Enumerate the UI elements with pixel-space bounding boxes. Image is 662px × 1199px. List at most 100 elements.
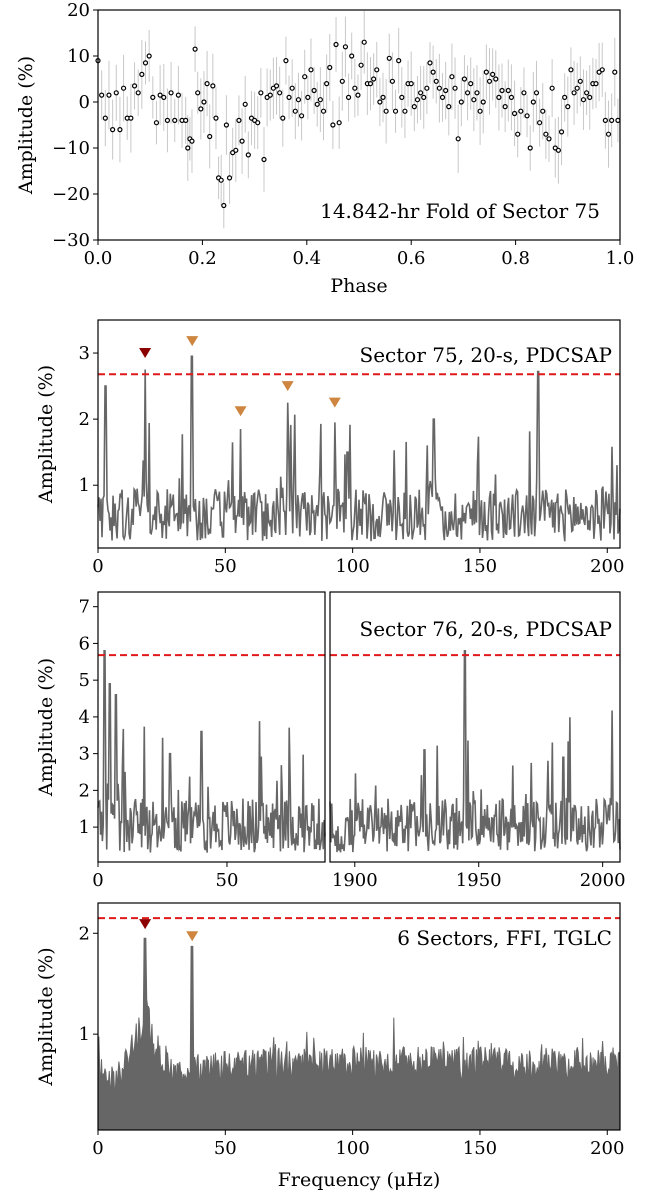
y-tick-label: 3 <box>79 343 90 364</box>
data-point <box>153 120 160 126</box>
data-point <box>439 94 446 101</box>
data-point <box>615 117 621 124</box>
peak-marker <box>281 381 294 392</box>
data-point <box>339 78 345 84</box>
data-point <box>555 147 562 153</box>
data-point <box>289 85 295 91</box>
data-point <box>204 80 210 87</box>
y-axis-label: Amplitude (%) <box>35 947 57 1086</box>
data-point <box>286 94 292 101</box>
data-point <box>446 103 452 110</box>
peak-marker <box>186 931 199 942</box>
data-point <box>218 177 224 183</box>
y-tick-label: −10 <box>52 138 90 159</box>
periodogram-area <box>97 937 621 1131</box>
data-point <box>562 94 568 101</box>
data-point <box>486 78 493 84</box>
data-point <box>505 87 511 94</box>
data-point <box>417 90 424 96</box>
data-point <box>330 122 336 128</box>
data-point <box>99 92 105 98</box>
data-point <box>183 117 189 124</box>
x-tick-label: 0 <box>92 1138 103 1159</box>
data-point <box>317 97 323 103</box>
data-point <box>408 80 414 87</box>
data-point <box>490 71 496 78</box>
x-tick-label: 50 <box>216 870 239 891</box>
data-point <box>117 127 123 133</box>
y-tick-label: 1 <box>79 817 90 838</box>
data-point <box>436 85 442 91</box>
y-axis-label: Amplitude (%) <box>35 658 57 797</box>
data-point <box>292 108 298 114</box>
data-point <box>139 71 145 78</box>
y-tick-label: 2 <box>79 780 90 801</box>
data-point <box>496 94 502 101</box>
data-point <box>577 78 583 84</box>
data-point <box>483 69 489 75</box>
panel4-frame <box>97 902 621 1131</box>
data-point <box>461 76 468 82</box>
data-point <box>515 131 521 137</box>
data-point <box>198 106 204 112</box>
data-point <box>201 99 207 105</box>
data-point <box>392 108 399 114</box>
data-point <box>233 147 239 153</box>
data-point <box>411 103 417 110</box>
x-tick-label: 200 <box>590 1138 624 1159</box>
data-point <box>280 115 286 121</box>
x-tick-label: 150 <box>463 556 497 577</box>
data-point <box>414 97 421 103</box>
data-point <box>295 97 302 103</box>
panel1-frame <box>97 9 621 241</box>
data-point <box>455 136 461 142</box>
y-tick-label: 10 <box>67 46 90 67</box>
data-point <box>430 69 436 75</box>
data-point <box>389 78 396 84</box>
y-tick-label: 2 <box>79 409 90 430</box>
y-tick-label: 4 <box>79 707 90 728</box>
data-point <box>377 99 383 105</box>
data-point <box>258 90 264 96</box>
data-point <box>421 94 427 101</box>
data-point <box>150 94 156 101</box>
peak-marker <box>234 406 247 417</box>
data-point <box>267 92 273 98</box>
x-tick-label: 0 <box>92 870 103 891</box>
data-point <box>593 80 599 87</box>
data-point <box>524 113 530 119</box>
x-tick-label: 100 <box>335 1138 369 1159</box>
periodogram-line-left <box>97 649 326 853</box>
data-point <box>511 110 518 117</box>
data-point <box>221 202 227 209</box>
data-point <box>168 90 174 96</box>
data-point <box>242 101 248 107</box>
data-point <box>587 94 593 101</box>
data-point <box>502 103 508 110</box>
data-point <box>333 41 339 48</box>
y-tick-label: 2 <box>79 923 90 944</box>
data-point <box>146 53 152 59</box>
data-point <box>207 133 213 140</box>
data-point <box>543 131 549 137</box>
data-point <box>113 90 119 96</box>
data-point <box>195 90 201 96</box>
data-point <box>283 57 289 64</box>
panel1-title: 14.842-hr Fold of Sector 75 <box>320 199 600 223</box>
data-point <box>172 117 178 124</box>
data-point <box>527 145 533 151</box>
data-point <box>161 94 167 101</box>
data-point <box>358 62 364 68</box>
data-point <box>273 83 280 89</box>
y-tick-label: −30 <box>52 230 90 251</box>
data-point <box>120 85 127 91</box>
data-point <box>374 67 380 73</box>
data-point <box>102 115 108 121</box>
x-tick-label: 0 <box>92 556 103 577</box>
y-tick-label: 1 <box>79 1024 90 1045</box>
data-point <box>424 85 430 91</box>
data-point <box>399 94 405 101</box>
data-point <box>213 115 219 121</box>
data-point <box>305 94 311 101</box>
data-point <box>452 85 458 91</box>
